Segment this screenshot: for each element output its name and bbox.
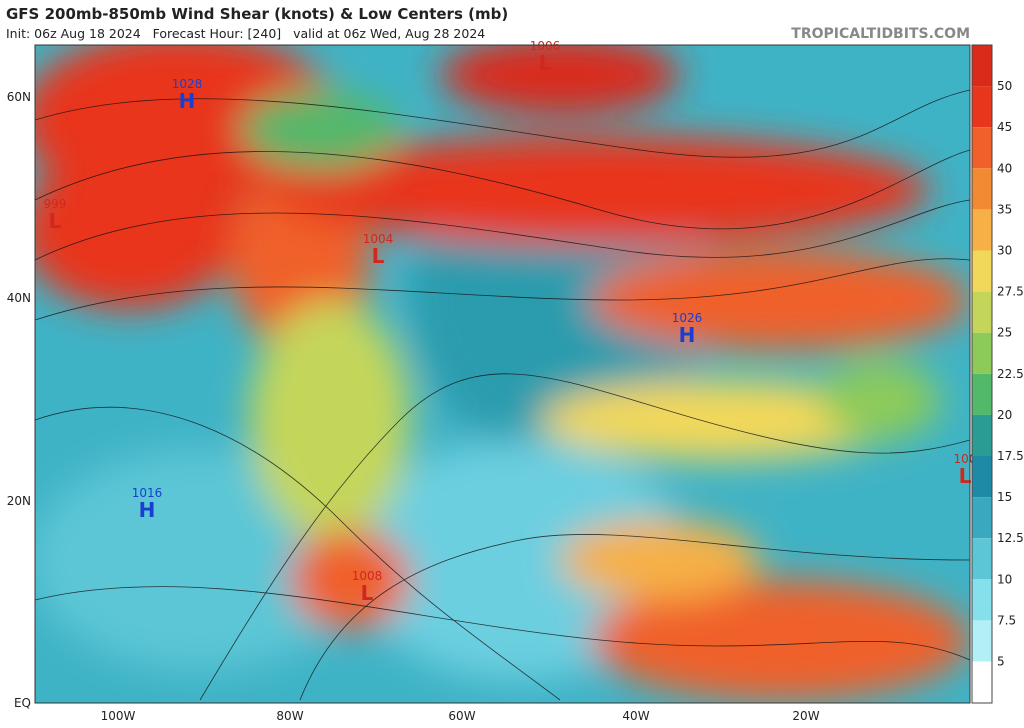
center-pressure: 1008: [352, 569, 383, 583]
center-kind: H: [179, 89, 196, 113]
lat-label: 60N: [7, 90, 31, 104]
colorbar-segment: [972, 661, 992, 703]
center-kind: L: [372, 244, 385, 268]
colorbar-segment: [972, 497, 992, 539]
colorbar-label: 30: [997, 244, 1012, 258]
map: [35, 45, 970, 703]
lon-label: 20W: [792, 709, 819, 723]
colorbar-label: 20: [997, 408, 1012, 422]
center-kind: L: [539, 51, 552, 75]
colorbar-label: 27.5: [997, 285, 1024, 299]
colorbar-segment: [972, 456, 992, 498]
site: TROPICALTIDBITS.COM: [791, 26, 970, 42]
colorbar-segment: [972, 414, 992, 456]
colorbar-label: 5: [997, 655, 1005, 669]
lat-label: EQ: [14, 696, 31, 710]
colorbar-segment: [972, 332, 992, 374]
center-kind: L: [49, 209, 62, 233]
colorbar-segment: [972, 373, 992, 415]
colorbar-label: 7.5: [997, 613, 1016, 627]
colorbar-segment: [972, 250, 992, 292]
colorbar-segment: [972, 168, 992, 210]
center-pressure: 1026: [672, 311, 703, 325]
colorbar-segment: [972, 291, 992, 333]
lon-label: 80W: [276, 709, 303, 723]
colorbar-label: 17.5: [997, 449, 1024, 463]
lon-label: 100W: [101, 709, 136, 723]
title: GFS 200mb-850mb Wind Shear (knots) & Low…: [6, 5, 508, 23]
subtitle: Init: 06z Aug 18 2024 Forecast Hour: [24…: [6, 26, 485, 41]
center-pressure: 100: [954, 452, 977, 466]
colorbar-segment: [972, 45, 992, 87]
map-frame: [34, 44, 971, 704]
center-pressure: 999: [44, 197, 67, 211]
center-pressure: 1006: [530, 39, 561, 53]
colorbar-segment: [972, 127, 992, 169]
colorbar-segment: [972, 86, 992, 128]
center-kind: H: [679, 323, 696, 347]
colorbar-label: 35: [997, 202, 1012, 216]
center-pressure: 1028: [172, 77, 203, 91]
lon-label: 40W: [622, 709, 649, 723]
colorbar-label: 40: [997, 161, 1012, 175]
lon-label: 60W: [448, 709, 475, 723]
colorbar-label: 10: [997, 572, 1012, 586]
colorbar-segment: [972, 620, 992, 662]
colorbar-label: 45: [997, 120, 1012, 134]
colorbar-label: 50: [997, 79, 1012, 93]
colorbar-label: 22.5: [997, 367, 1024, 381]
colorbar-label: 15: [997, 490, 1012, 504]
center-kind: L: [959, 464, 972, 488]
center-kind: L: [361, 581, 374, 605]
colorbar-segment: [972, 579, 992, 621]
center-pressure: 1004: [363, 232, 394, 246]
colorbar-segment: [972, 538, 992, 580]
center-kind: H: [139, 498, 156, 522]
colorbar-label: 12.5: [997, 531, 1024, 545]
colorbar-frame: [971, 44, 993, 704]
lat-label: 20N: [7, 494, 31, 508]
colorbar-label: 25: [997, 326, 1012, 340]
colorbar-segment: [972, 209, 992, 251]
lat-label: 40N: [7, 291, 31, 305]
center-pressure: 1016: [132, 486, 163, 500]
